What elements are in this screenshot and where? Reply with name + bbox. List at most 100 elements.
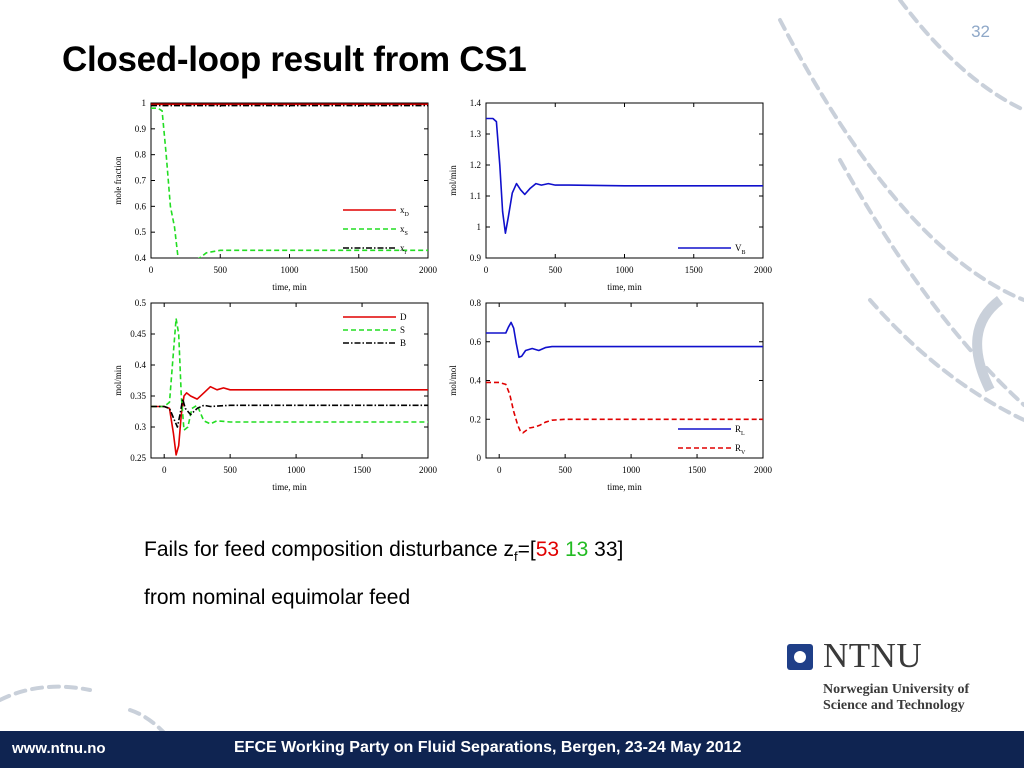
y-tick-label: 0.2 — [470, 414, 481, 424]
x-tick-label: 0 — [149, 265, 154, 275]
y-tick-label: 0.6 — [470, 337, 482, 347]
series-line-v-b — [486, 117, 763, 234]
legend-subscript: B — [742, 250, 746, 256]
y-tick-label: 1.4 — [470, 98, 482, 108]
y-tick-label: 0.3 — [135, 422, 147, 432]
x-tick-label: 1500 — [353, 465, 372, 475]
caption-subscript: f — [514, 549, 518, 565]
logo-name: NTNU — [823, 636, 923, 675]
caption-text: Fails for feed composition disturbance z — [144, 538, 515, 561]
series-line-r-l — [486, 321, 763, 359]
legend-label: D — [400, 312, 407, 322]
caption-line-2: from nominal equimolar feed — [144, 586, 411, 609]
x-axis-label: time, min — [607, 282, 642, 292]
x-tick-label: 500 — [549, 265, 563, 275]
chart-svg: 0 500 1000 1500 2000 0 0.2 0.4 0.6 0.8 time, min mo… — [448, 298, 773, 492]
x-tick-label: 1500 — [685, 265, 704, 275]
plot-frame — [150, 302, 429, 459]
caption-equals: =[ — [517, 538, 536, 561]
x-tick-label: 500 — [558, 465, 572, 475]
y-tick-label: 0.9 — [135, 124, 147, 134]
x-tick-label: 2000 — [754, 265, 773, 275]
y-tick-label: 0.9 — [470, 253, 482, 263]
y-tick-label: 0.4 — [470, 376, 482, 386]
plot-mole-fraction: 0 500 1000 1500 2000 0.4 0.5 0.6 0.7 0.8 0.9 1 time,… — [100, 92, 445, 297]
y-tick-label: 0.4 — [135, 253, 147, 263]
chart-svg: 0 500 1000 1500 2000 0.9 1 1.1 1.2 1.3 1.4 time, mi… — [448, 98, 773, 292]
slide-title: Closed-loop result from CS1 — [62, 40, 527, 79]
x-tick-label: 1500 — [350, 265, 369, 275]
y-tick-label: 0.4 — [135, 360, 147, 370]
logo-subtitle: Norwegian University of Science and Tech… — [823, 682, 1023, 714]
y-tick-label: 0.5 — [135, 298, 147, 308]
y-tick-label: 0.7 — [135, 176, 147, 186]
y-axis-label: mole fraction — [113, 156, 123, 205]
logo-line-2: Science and Technology — [823, 698, 965, 713]
series-group — [151, 103, 428, 258]
series-line-x-s — [151, 107, 428, 258]
plot-frame — [485, 102, 764, 259]
legend-label: B — [400, 338, 406, 348]
x-tick-label: 2000 — [419, 265, 438, 275]
x-tick-label: 500 — [214, 265, 228, 275]
legend-label: RV — [735, 443, 746, 456]
plot-frame — [485, 302, 764, 459]
legend-label: xD — [400, 205, 410, 218]
x-tick-label: 0 — [162, 465, 167, 475]
plot-reflux-ratios: 0 500 1000 1500 2000 0 0.2 0.4 0.6 0.8 time, min mo… — [435, 292, 780, 497]
y-tick-label: 1 — [477, 222, 482, 232]
legend-label: xS — [400, 224, 408, 237]
y-tick-label: 1.2 — [470, 160, 481, 170]
x-axis-label: time, min — [607, 482, 642, 492]
series-group — [486, 321, 763, 434]
footer-event: EFCE Working Party on Fluid Separations,… — [234, 739, 742, 756]
y-tick-label: 0.45 — [130, 329, 146, 339]
y-tick-label: 1.1 — [470, 191, 481, 201]
x-tick-label: 0 — [484, 265, 489, 275]
y-tick-label: 0.35 — [130, 391, 146, 401]
footer-url[interactable]: www.ntnu.no — [12, 740, 106, 757]
series-line-d — [151, 385, 428, 456]
series-group — [151, 317, 428, 456]
legend-label: RL — [735, 424, 745, 437]
y-tick-label: 0 — [477, 453, 482, 463]
y-tick-label: 0.8 — [135, 150, 147, 160]
y-axis-label: mol/min — [448, 165, 458, 196]
x-tick-label: 0 — [497, 465, 502, 475]
x-tick-label: 1000 — [622, 465, 641, 475]
slide-number: 32 — [971, 22, 990, 41]
caption-line-1: Fails for feed composition disturbance z… — [144, 538, 623, 564]
ntnu-logo-icon — [787, 644, 813, 670]
x-axis-label: time, min — [272, 282, 307, 292]
legend-subscript: r — [405, 250, 407, 256]
chart-svg: 0 500 1000 1500 2000 0.4 0.5 0.6 0.7 0.8 0.9 1 time,… — [113, 98, 438, 292]
x-tick-label: 1000 — [281, 265, 300, 275]
y-tick-label: 0.5 — [135, 227, 147, 237]
legend-subscript: L — [741, 431, 745, 437]
logo-line-1: Norwegian University of — [823, 682, 970, 697]
legend-label: S — [400, 325, 405, 335]
caption-value-3: 33] — [594, 538, 624, 561]
series-line-r-v — [486, 381, 763, 434]
legend-label: VB — [735, 243, 746, 256]
legend-subscript: D — [405, 212, 410, 218]
y-tick-label: 0.25 — [130, 453, 146, 463]
chart-svg: 0 500 1000 1500 2000 0.25 0.3 0.35 0.4 0.45 0.5 tim… — [113, 298, 438, 492]
series-line-s — [151, 317, 428, 431]
legend-subscript: S — [405, 231, 408, 237]
series-group — [486, 117, 763, 234]
footer-bar: www.ntnu.no EFCE Working Party on Fluid … — [0, 731, 1024, 768]
y-axis-label: mol/mol — [448, 365, 458, 396]
y-tick-label: 1.3 — [470, 129, 482, 139]
x-tick-label: 2000 — [754, 465, 773, 475]
legend-subscript: V — [741, 450, 746, 456]
y-axis-label: mol/min — [113, 365, 123, 396]
caption-value-2: 13 — [564, 538, 589, 561]
x-tick-label: 1500 — [688, 465, 707, 475]
plot-product-flows: 0 500 1000 1500 2000 0.25 0.3 0.35 0.4 0.45 0.5 tim… — [100, 292, 445, 497]
series-line-b — [151, 398, 428, 428]
legend-label: xr — [400, 243, 407, 256]
y-tick-label: 1 — [142, 98, 147, 108]
caption-value-1: 53 — [535, 538, 560, 561]
